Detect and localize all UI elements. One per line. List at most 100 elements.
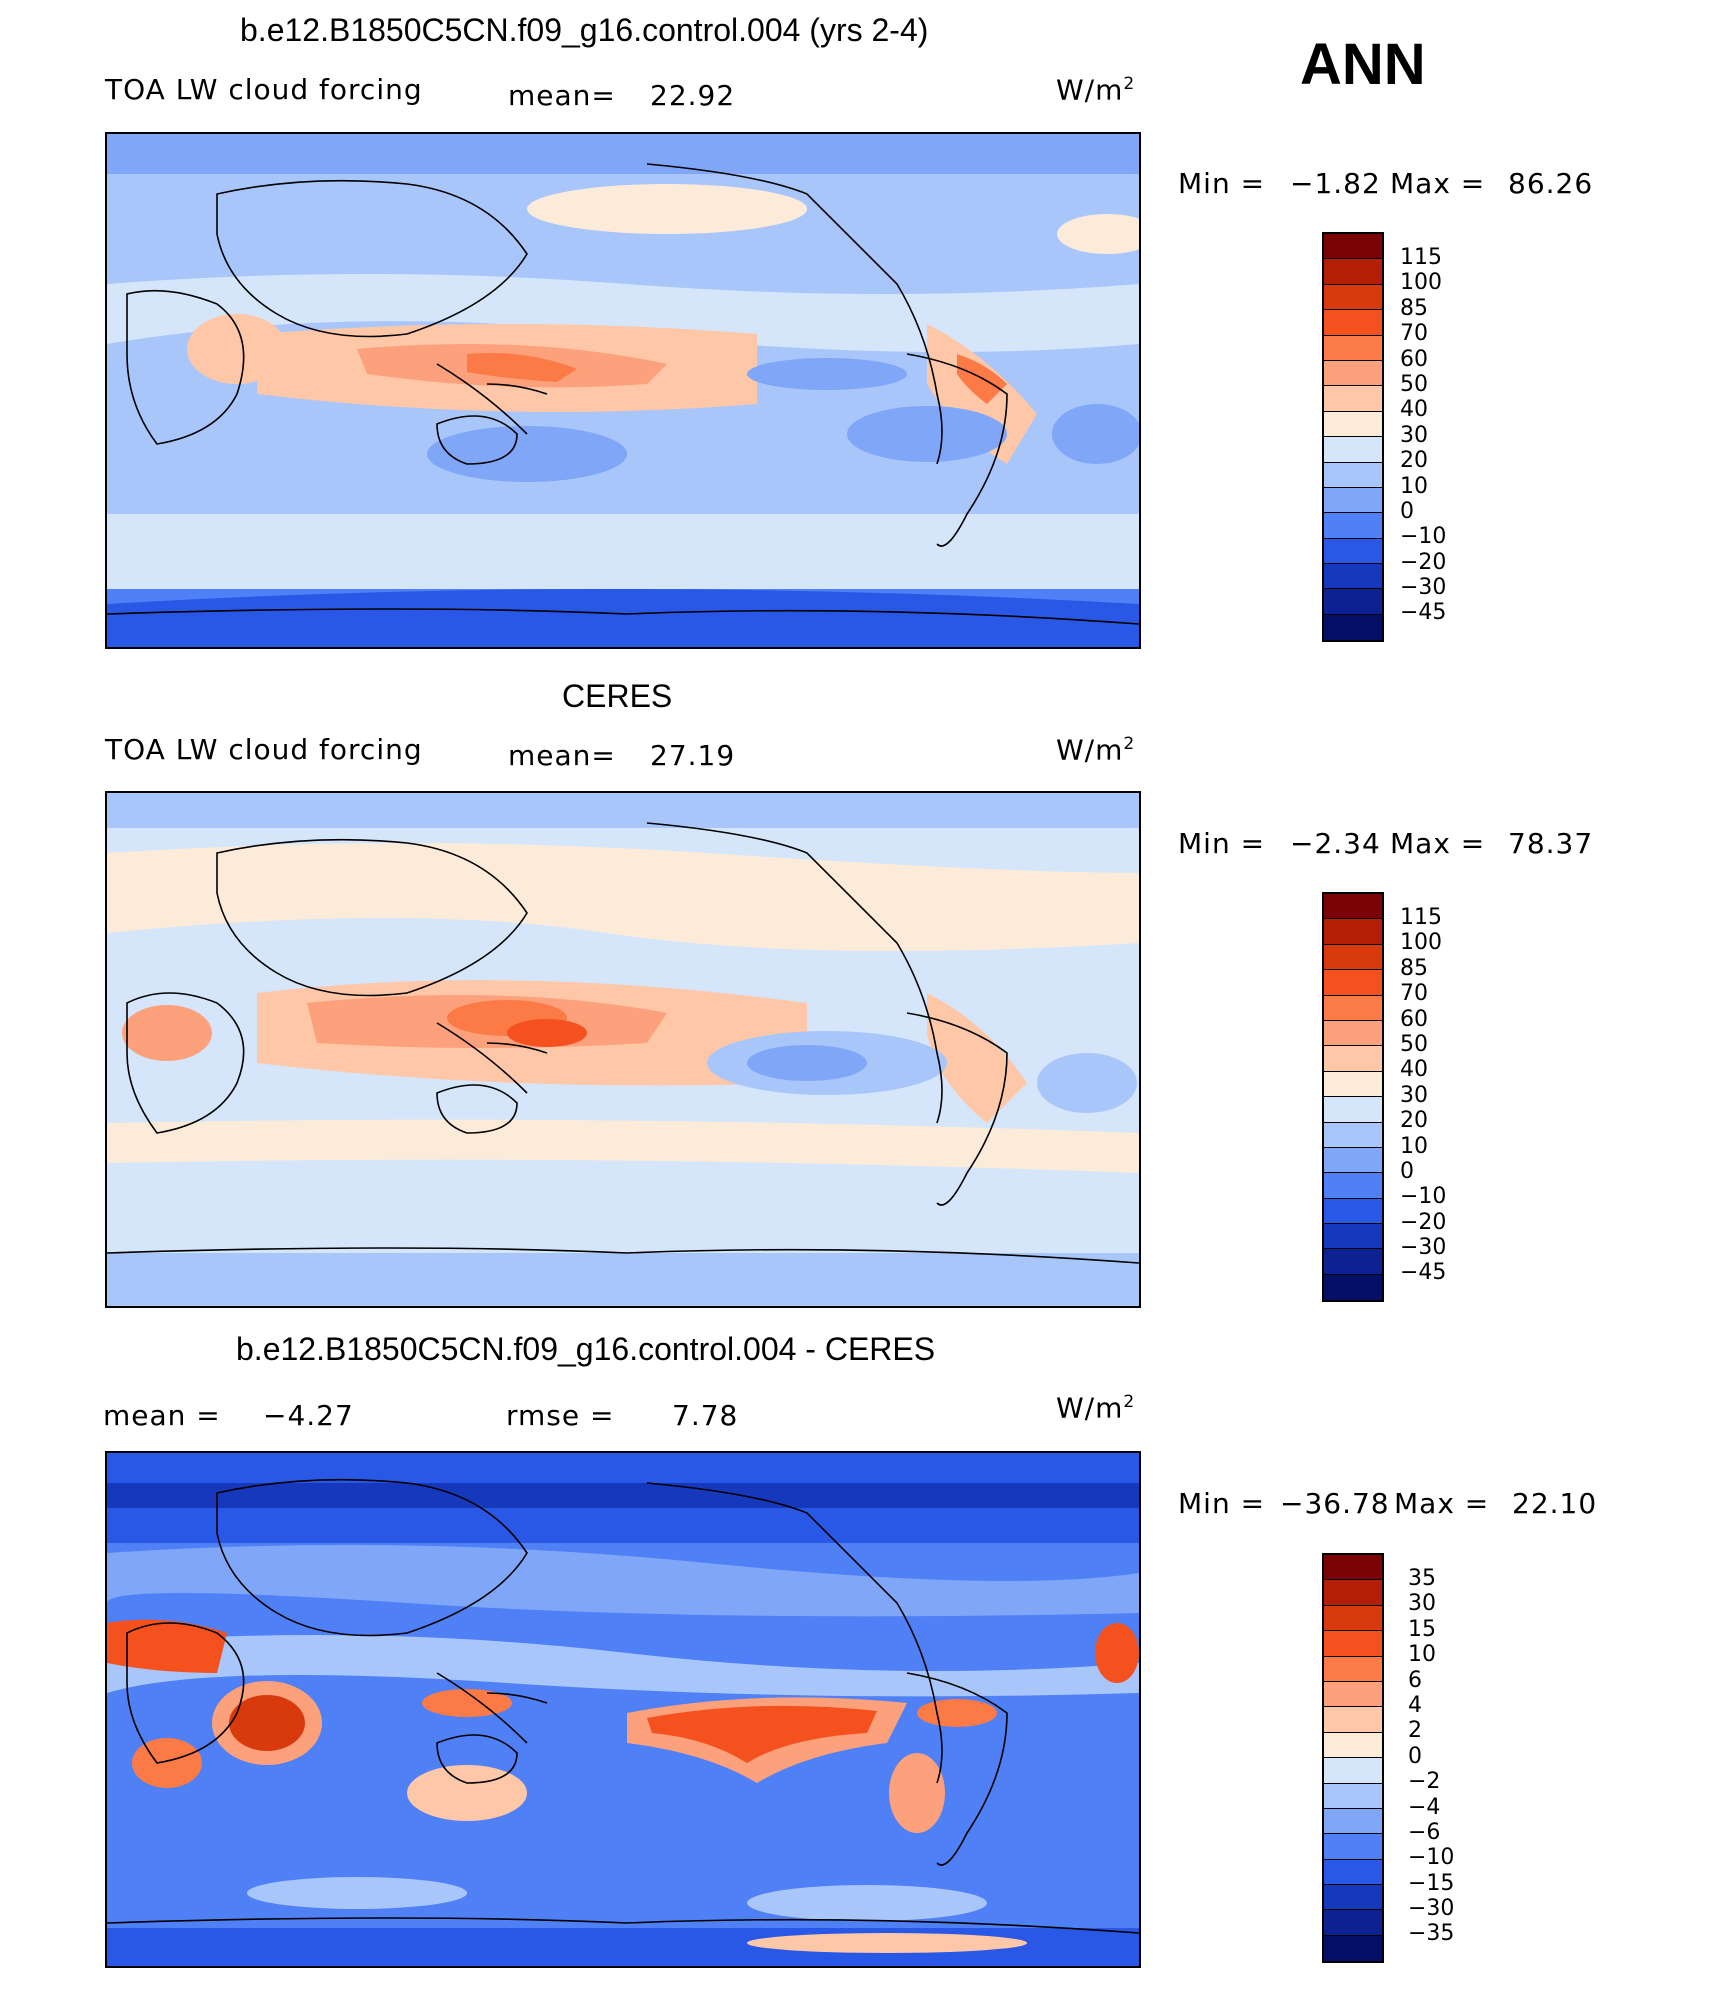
colorbar-swatch [1324,1859,1382,1886]
colorbar-tick-label: 20 [1400,448,1428,474]
colorbar-swatch [1324,1707,1382,1733]
colorbar-swatch [1324,284,1382,311]
colorbar-tick-label: 30 [1408,1591,1436,1617]
panel2-map [105,791,1141,1308]
colorbar-tick-label: 85 [1400,955,1428,981]
colorbar-swatch [1324,1885,1382,1911]
colorbar-tick-label: 50 [1400,371,1428,397]
colorbar-swatch [1324,894,1382,920]
colorbar-tick-label: −4 [1408,1794,1441,1820]
panel2-mean-label: mean= [508,739,616,772]
panel1-max-value: 86.26 [1508,167,1594,200]
colorbar-swatch [1324,1783,1382,1809]
panel3-rmse-label: rmse = [506,1399,615,1432]
colorbar-swatch [1324,1834,1382,1860]
colorbar-tick-label: 40 [1400,397,1428,423]
colorbar-tick-label: 85 [1400,295,1428,321]
panel2-max-label: Max = [1390,827,1486,860]
colorbar-tick-label: −45 [1400,1260,1447,1286]
panel3-mean-label: mean = [103,1399,221,1432]
colorbar-swatch [1324,1758,1382,1784]
colorbar-tick-label: 30 [1400,1082,1428,1108]
panel3-rmse-value: 7.78 [672,1399,739,1432]
colorbar-swatch [1324,259,1382,285]
panel1-units: W/m2 [1056,73,1136,107]
colorbar-tick-label: 15 [1408,1616,1436,1642]
colorbar-tick-label: 35 [1408,1566,1436,1591]
colorbar-tick-label: −30 [1400,1235,1447,1261]
colorbar-swatch [1324,310,1382,336]
colorbar-swatch [1324,513,1382,539]
colorbar-tick-label: 115 [1400,245,1442,270]
panel1-colorbar-ticks: 115 100 85 70 60 50 40 30 20 10 0 −10 −20 −30 −45 [1400,245,1446,626]
colorbar-tick-label: 115 [1400,905,1442,930]
colorbar-swatch [1324,1249,1382,1275]
panel1-min-value: −1.82 [1290,167,1381,200]
colorbar-swatch [1324,1274,1382,1301]
colorbar-tick-label: −20 [1400,1209,1447,1235]
panel2-max-value: 78.37 [1508,827,1594,860]
colorbar-swatch [1324,1020,1382,1047]
colorbar-swatch [1324,1935,1382,1962]
panel2-mean-value: 27.19 [650,739,736,772]
colorbar-swatch [1324,1631,1382,1657]
panel3-max-label: Max = [1394,1487,1490,1520]
colorbar-tick-label: −45 [1400,600,1447,626]
panel1-mean-value: 22.92 [650,79,736,112]
colorbar-swatch [1324,360,1382,387]
colorbar-swatch [1324,1910,1382,1936]
colorbar-tick-label: −10 [1400,1184,1447,1210]
panel3-colorbar-ticks: 35 30 15 10 6 4 2 0 −2 −4 −6 −10 −15 −30 −35 [1408,1566,1454,1947]
colorbar-tick-label: 100 [1400,270,1442,296]
panel2-min-value: −2.34 [1290,827,1381,860]
panel3-max-value: 22.10 [1512,1487,1598,1520]
colorbar-swatch [1324,970,1382,996]
colorbar-swatch [1324,919,1382,945]
colorbar-swatch [1324,437,1382,463]
panel1-colorbar [1322,232,1384,642]
panel3-mean-value: −4.27 [263,1399,354,1432]
colorbar-swatch [1324,995,1382,1021]
colorbar-swatch [1324,234,1382,260]
colorbar-tick-label: −6 [1408,1819,1441,1845]
panel1-min-label: Min = [1178,167,1266,200]
colorbar-tick-label: 70 [1400,321,1428,347]
colorbar-swatch [1324,1555,1382,1581]
panel3-map [105,1451,1141,1968]
colorbar-tick-label: −20 [1400,549,1447,575]
colorbar-tick-label: 30 [1400,422,1428,448]
panel3-colorbar [1322,1553,1384,1963]
colorbar-tick-label: 50 [1400,1031,1428,1057]
colorbar-swatch [1324,1224,1382,1250]
colorbar-swatch [1324,1732,1382,1759]
colorbar-swatch [1324,335,1382,361]
colorbar-tick-label: 10 [1400,473,1428,499]
colorbar-tick-label: 60 [1400,1006,1428,1032]
colorbar-swatch [1324,538,1382,565]
panel1-mean-label: mean= [508,79,616,112]
colorbar-tick-label: 0 [1400,498,1414,524]
colorbar-swatch [1324,1147,1382,1174]
colorbar-swatch [1324,589,1382,615]
colorbar-tick-label: −2 [1408,1769,1441,1795]
colorbar-tick-label: 10 [1408,1642,1436,1668]
colorbar-swatch [1324,462,1382,488]
panel2-variable-label: TOA LW cloud forcing [105,733,423,766]
colorbar-tick-label: 20 [1400,1108,1428,1134]
colorbar-tick-label: 0 [1408,1743,1422,1769]
panel3-title: b.e12.B1850C5CN.f09_g16.control.004 - CE… [236,1331,936,1367]
colorbar-swatch [1324,487,1382,514]
colorbar-swatch [1324,411,1382,438]
colorbar-tick-label: −35 [1408,1921,1455,1947]
colorbar-swatch [1324,1173,1382,1199]
colorbar-tick-label: −30 [1408,1896,1455,1922]
panel1-max-label: Max = [1390,167,1486,200]
colorbar-swatch [1324,614,1382,641]
colorbar-swatch [1324,1605,1382,1632]
panel1-map [105,132,1141,649]
colorbar-tick-label: 60 [1400,346,1428,372]
colorbar-tick-label: 70 [1400,981,1428,1007]
colorbar-tick-label: −15 [1408,1870,1455,1896]
colorbar-tick-label: 6 [1408,1667,1422,1693]
colorbar-tick-label: 4 [1408,1692,1422,1718]
